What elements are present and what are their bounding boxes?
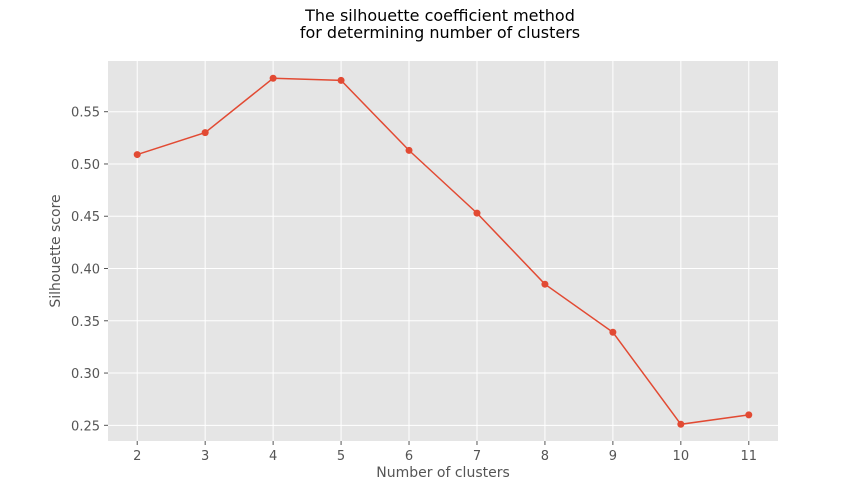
data-point [473,209,481,217]
x-tick-label: 9 [609,449,617,464]
x-axis-label: Number of clusters [376,465,510,481]
y-axis-ticks: 0.25 0.30 0.35 0.40 0.45 0.50 0.55 [71,106,108,434]
x-tick-label: 5 [337,449,345,464]
series-group [133,74,753,428]
y-axis-label: Silhouette score [48,194,64,307]
y-tick-label: 0.30 [71,367,100,382]
data-point [405,146,413,154]
y-tick-label: 0.40 [71,263,100,278]
x-axis-ticks: 2 3 4 5 6 7 8 9 10 11 [133,441,757,464]
grid-lines [108,61,778,441]
y-tick-label: 0.50 [71,158,100,173]
x-tick-label: 4 [269,449,277,464]
x-tick-label: 2 [133,449,141,464]
x-tick-label: 8 [541,449,549,464]
data-point [745,411,753,419]
y-tick-label: 0.25 [71,419,100,434]
y-tick-label: 0.35 [71,315,100,330]
x-tick-label: 11 [741,449,758,464]
x-tick-label: 3 [201,449,209,464]
plot-area [108,61,778,441]
data-point [677,420,685,428]
data-point [541,280,549,288]
data-point [337,76,345,84]
data-point [133,151,141,159]
data-point [269,74,277,82]
chart-title: The silhouette coefficient method for de… [300,6,580,42]
x-tick-label: 7 [473,449,481,464]
chart-title-line-2: for determining number of clusters [300,23,580,42]
data-point [201,129,209,137]
y-tick-label: 0.55 [71,106,100,121]
y-tick-label: 0.45 [71,210,100,225]
x-tick-label: 10 [673,449,690,464]
series-line [136,77,749,426]
data-point [609,328,617,336]
chart-title-line-1: The silhouette coefficient method [304,6,575,25]
x-tick-label: 6 [405,449,413,464]
